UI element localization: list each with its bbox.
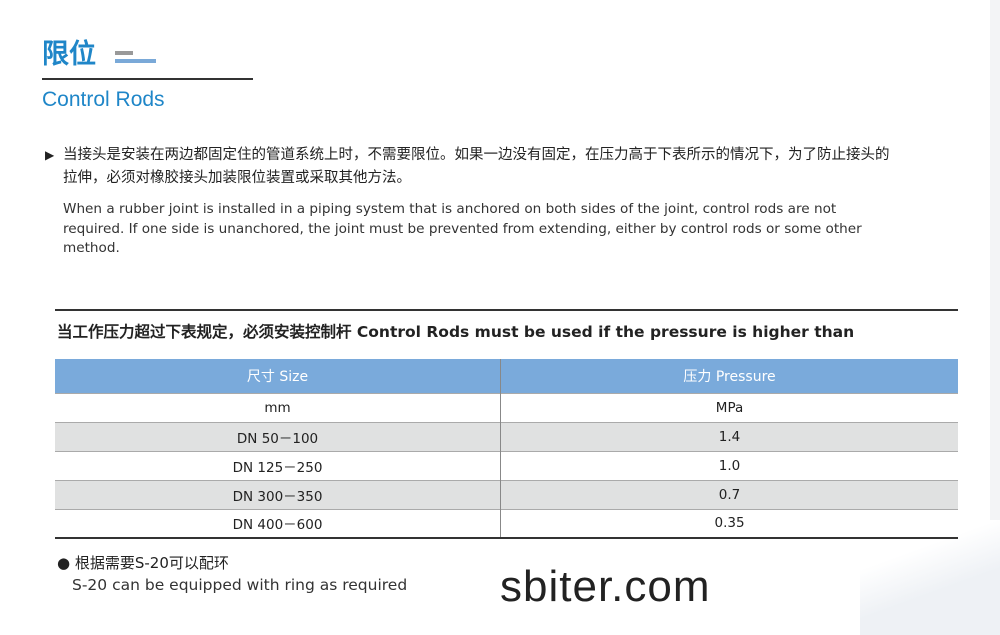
section-title-cn: 限位 bbox=[42, 39, 96, 70]
unit-cell: MPa bbox=[500, 392, 958, 422]
pressure-table: 尺寸 Size 压力 Pressure mm MPa DN 50－100 1.4 D… bbox=[55, 359, 958, 539]
section-title-en: Control Rods bbox=[42, 88, 165, 111]
title-decoration-bar bbox=[115, 59, 156, 63]
column-header-size: 尺寸 Size bbox=[55, 359, 501, 393]
pressure-cell: 0.35 bbox=[500, 508, 958, 539]
title-divider bbox=[42, 78, 253, 80]
page-edge bbox=[990, 0, 1000, 635]
note-en: S-20 can be equipped with ring as requir… bbox=[72, 576, 408, 594]
bullet-dot-icon: ● bbox=[57, 554, 75, 572]
intro-paragraph-cn: 当接头是安装在两边都固定住的管道系统上时，不需要限位。如果一边没有固定，在压力高… bbox=[63, 147, 890, 186]
pressure-cell: 1.0 bbox=[500, 450, 958, 480]
pressure-cell: 0.7 bbox=[500, 479, 958, 509]
intro-paragraph-en: When a rubber joint is installed in a pi… bbox=[63, 201, 862, 256]
table-row: DN 300－350 0.7 bbox=[55, 479, 958, 509]
title-decoration-bar bbox=[115, 51, 133, 55]
background-decoration bbox=[860, 520, 1000, 635]
table-top-divider bbox=[55, 309, 958, 311]
size-cell: DN 300－350 bbox=[55, 479, 501, 509]
pressure-cell: 1.4 bbox=[500, 421, 958, 451]
table-units-row: mm MPa bbox=[55, 392, 958, 422]
table-row: DN 125－250 1.0 bbox=[55, 450, 958, 480]
table-heading: 当工作压力超过下表规定，必须安装控制杆 Control Rods must be… bbox=[57, 323, 855, 341]
note-cn-text: 根据需要S-20可以配环 bbox=[74, 554, 229, 572]
size-cell: DN 125－250 bbox=[55, 450, 501, 480]
table-row: DN 400－600 0.35 bbox=[55, 508, 958, 539]
unit-cell: mm bbox=[55, 392, 501, 422]
watermark: sbiter.com bbox=[500, 562, 711, 611]
column-header-pressure: 压力 Pressure bbox=[500, 359, 958, 393]
table-row: DN 50－100 1.4 bbox=[55, 421, 958, 451]
size-cell: DN 400－600 bbox=[55, 508, 501, 539]
bullet-arrow-icon: ▶ bbox=[45, 148, 55, 162]
size-cell: DN 50－100 bbox=[55, 421, 501, 451]
note-cn: ● 根据需要S-20可以配环 bbox=[57, 552, 229, 573]
table-header-row: 尺寸 Size 压力 Pressure bbox=[55, 359, 958, 393]
